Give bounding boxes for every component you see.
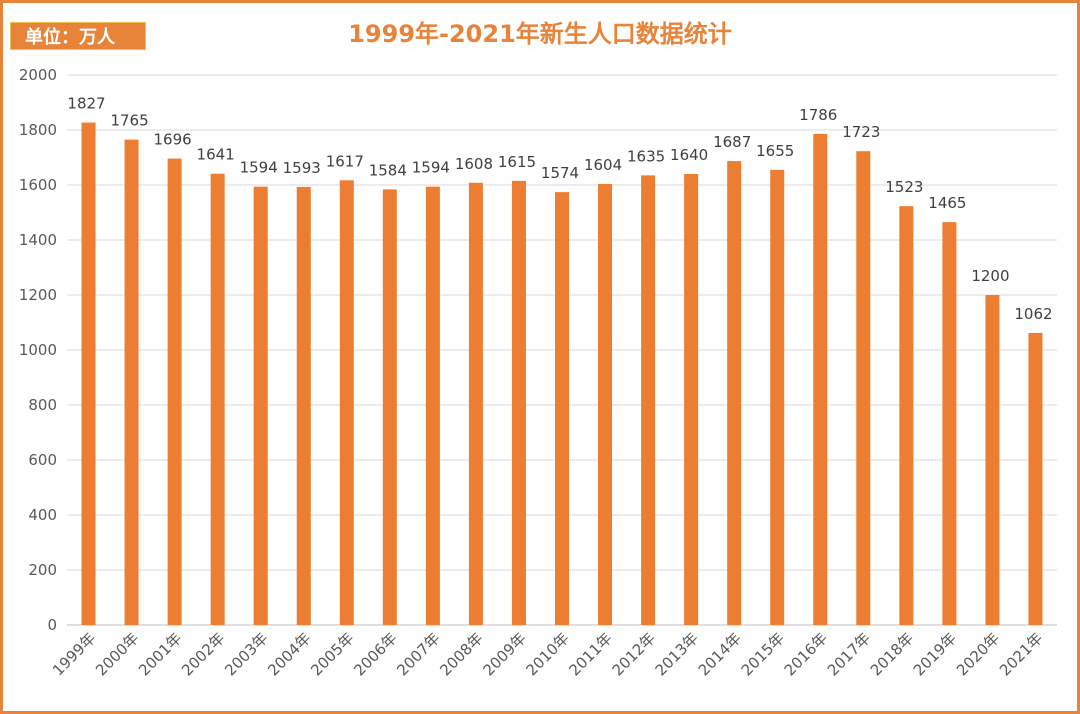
y-tick-label: 1600 (19, 176, 57, 194)
y-tick-label: 1400 (19, 231, 57, 249)
bar (468, 182, 483, 626)
y-tick-label: 400 (28, 506, 57, 524)
data-label: 1584 (369, 161, 407, 179)
x-tick-label: 2006年 (350, 629, 400, 679)
data-label: 1594 (240, 159, 278, 177)
data-label: 1200 (971, 267, 1009, 285)
data-label: 1574 (541, 164, 579, 182)
bar (339, 180, 354, 625)
x-tick-label: 2011年 (566, 629, 616, 679)
x-tick-label: 2005年 (307, 629, 357, 679)
bar (81, 122, 96, 625)
data-label: 1615 (498, 153, 536, 171)
x-tick-label: 2009年 (479, 629, 529, 679)
bar (555, 192, 569, 625)
x-tick-label: 2015年 (738, 629, 788, 679)
data-label: 1723 (842, 123, 880, 141)
x-tick-label: 2004年 (264, 629, 314, 679)
data-label: 1593 (283, 159, 321, 177)
data-label: 1827 (67, 95, 105, 113)
bar (425, 186, 440, 625)
bar (210, 173, 225, 625)
bar (253, 186, 268, 625)
data-label: 1655 (756, 142, 794, 160)
bar (813, 133, 828, 625)
bar (770, 169, 785, 625)
bar (684, 174, 699, 625)
x-tick-label: 2012年 (609, 629, 659, 679)
y-tick-label: 1200 (19, 286, 57, 304)
data-label: 1765 (110, 112, 148, 130)
x-tick-label: 2019年 (910, 629, 960, 679)
x-tick-label: 1999年 (49, 629, 99, 679)
bar (598, 183, 613, 625)
y-tick-label: 800 (28, 396, 57, 414)
x-tick-label: 2002年 (178, 629, 228, 679)
bar (899, 206, 914, 626)
x-tick-label: 2016年 (781, 629, 831, 679)
bar (124, 139, 139, 625)
bar (727, 161, 742, 625)
data-label: 1786 (799, 106, 837, 124)
bar (641, 175, 656, 625)
y-tick-label: 600 (28, 451, 57, 469)
data-label: 1465 (928, 194, 966, 212)
y-tick-label: 200 (28, 561, 57, 579)
y-tick-label: 2000 (19, 66, 57, 84)
bar (1028, 332, 1043, 625)
bar (296, 186, 311, 626)
x-tick-label: 2018年 (867, 629, 917, 679)
data-label: 1062 (1014, 305, 1052, 323)
data-label: 1608 (455, 155, 493, 173)
x-tick-label: 2014年 (695, 629, 745, 679)
data-label: 1687 (713, 133, 751, 151)
data-label: 1640 (670, 146, 708, 164)
bar (167, 158, 182, 625)
x-tick-label: 2001年 (135, 629, 185, 679)
bar (382, 189, 397, 625)
bar (985, 295, 1000, 625)
bar (856, 151, 871, 626)
x-tick-label: 2000年 (92, 629, 142, 679)
data-label: 1696 (154, 131, 192, 149)
x-tick-label: 2013年 (652, 629, 702, 679)
data-label: 1594 (412, 159, 450, 177)
unit-label: 单位：万人 (10, 22, 146, 50)
data-label: 1641 (197, 146, 235, 164)
x-tick-label: 2020年 (953, 629, 1003, 679)
x-tick-label: 2003年 (221, 629, 271, 679)
data-label: 1617 (326, 152, 364, 170)
y-tick-label: 0 (47, 616, 57, 634)
x-tick-label: 2010年 (522, 629, 572, 679)
data-label: 1604 (584, 156, 622, 174)
data-label: 1523 (885, 178, 923, 196)
chart-title: 1999年-2021年新生人口数据统计 (348, 20, 732, 48)
x-tick-label: 2017年 (824, 629, 874, 679)
x-tick-label: 2008年 (436, 629, 486, 679)
x-tick-label: 2021年 (996, 629, 1046, 679)
y-tick-label: 1000 (19, 341, 57, 359)
bar (511, 180, 526, 625)
bar (942, 222, 957, 625)
y-tick-label: 1800 (19, 121, 57, 139)
data-label: 1635 (627, 147, 665, 165)
x-tick-label: 2007年 (393, 629, 443, 679)
